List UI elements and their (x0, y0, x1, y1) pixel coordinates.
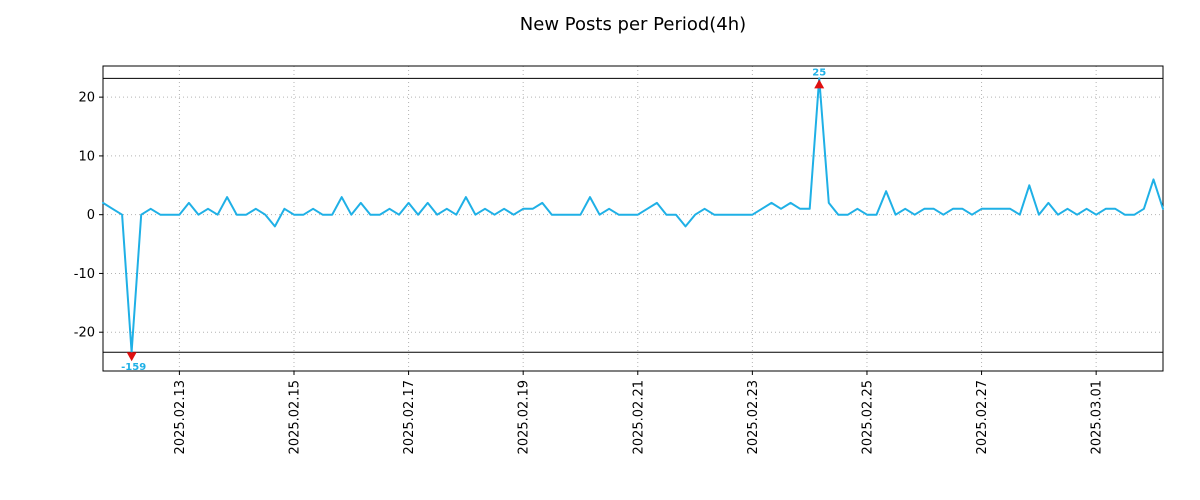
peak-marker-icon (814, 79, 825, 89)
chart-title: New Posts per Period(4h) (519, 14, 747, 35)
y-tick-label: 10 (78, 149, 95, 164)
plot-border (102, 65, 1164, 372)
x-tick-label: 2025.03.01 (1090, 380, 1105, 454)
x-tick-label: 2025.02.21 (631, 380, 646, 454)
dip-marker-icon (126, 352, 137, 362)
x-tick-label: 2025.02.15 (287, 380, 302, 454)
x-tick-label: 2025.02.13 (173, 380, 188, 454)
y-tick-label: 0 (87, 208, 95, 223)
y-tick-label: -10 (74, 267, 95, 282)
x-tick-label: 2025.02.27 (975, 380, 990, 454)
x-tick-label: 2025.02.17 (402, 380, 417, 454)
chart-line (102, 77, 1164, 354)
x-tick-label: 2025.02.19 (517, 380, 532, 454)
x-tick-label: 2025.02.23 (746, 380, 761, 454)
y-tick-label: 20 (78, 91, 95, 106)
y-tick-label: -20 (74, 326, 95, 341)
dip-value-label: -159 (121, 362, 146, 373)
x-tick-label: 2025.02.25 (860, 380, 875, 454)
peak-value-label: 25 (812, 67, 826, 78)
